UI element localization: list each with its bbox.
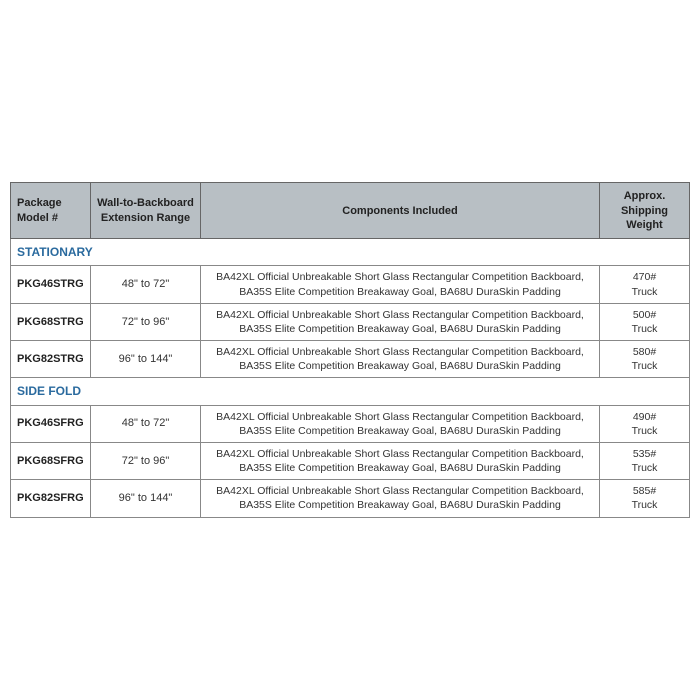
section-title: SIDE FOLD [11,378,690,405]
cell-model: PKG82SFRG [11,480,91,517]
table-body: STATIONARY PKG46STRG 48" to 72" BA42XL O… [11,239,690,517]
cell-components: BA42XL Official Unbreakable Short Glass … [201,266,600,303]
table-row: PKG68SFRG 72" to 96" BA42XL Official Unb… [11,442,690,479]
cell-weight: 535#Truck [600,442,690,479]
table-header: PackageModel # Wall-to-BackboardExtensio… [11,183,690,239]
cell-components: BA42XL Official Unbreakable Short Glass … [201,341,600,378]
table-row: PKG68STRG 72" to 96" BA42XL Official Unb… [11,303,690,340]
cell-components: BA42XL Official Unbreakable Short Glass … [201,480,600,517]
cell-model: PKG46SFRG [11,405,91,442]
cell-components: BA42XL Official Unbreakable Short Glass … [201,405,600,442]
cell-weight: 500#Truck [600,303,690,340]
col-header-components: Components Included [201,183,600,239]
table-header-row: PackageModel # Wall-to-BackboardExtensio… [11,183,690,239]
section-row: STATIONARY [11,239,690,266]
cell-extension: 96" to 144" [91,341,201,378]
cell-extension: 48" to 72" [91,405,201,442]
cell-model: PKG46STRG [11,266,91,303]
col-header-model: PackageModel # [11,183,91,239]
cell-weight: 585#Truck [600,480,690,517]
cell-extension: 72" to 96" [91,303,201,340]
cell-components: BA42XL Official Unbreakable Short Glass … [201,303,600,340]
section-row: SIDE FOLD [11,378,690,405]
table-row: PKG46STRG 48" to 72" BA42XL Official Unb… [11,266,690,303]
cell-weight: 490#Truck [600,405,690,442]
cell-extension: 96" to 144" [91,480,201,517]
cell-extension: 48" to 72" [91,266,201,303]
cell-weight: 470#Truck [600,266,690,303]
cell-weight: 580#Truck [600,341,690,378]
table-row: PKG46SFRG 48" to 72" BA42XL Official Unb… [11,405,690,442]
col-header-weight: Approx.Shipping Weight [600,183,690,239]
cell-extension: 72" to 96" [91,442,201,479]
table-row: PKG82SFRG 96" to 144" BA42XL Official Un… [11,480,690,517]
package-table-wrapper: PackageModel # Wall-to-BackboardExtensio… [10,182,690,517]
cell-model: PKG68STRG [11,303,91,340]
cell-components: BA42XL Official Unbreakable Short Glass … [201,442,600,479]
cell-model: PKG68SFRG [11,442,91,479]
package-table: PackageModel # Wall-to-BackboardExtensio… [10,182,690,517]
section-title: STATIONARY [11,239,690,266]
col-header-extension: Wall-to-BackboardExtension Range [91,183,201,239]
table-row: PKG82STRG 96" to 144" BA42XL Official Un… [11,341,690,378]
cell-model: PKG82STRG [11,341,91,378]
